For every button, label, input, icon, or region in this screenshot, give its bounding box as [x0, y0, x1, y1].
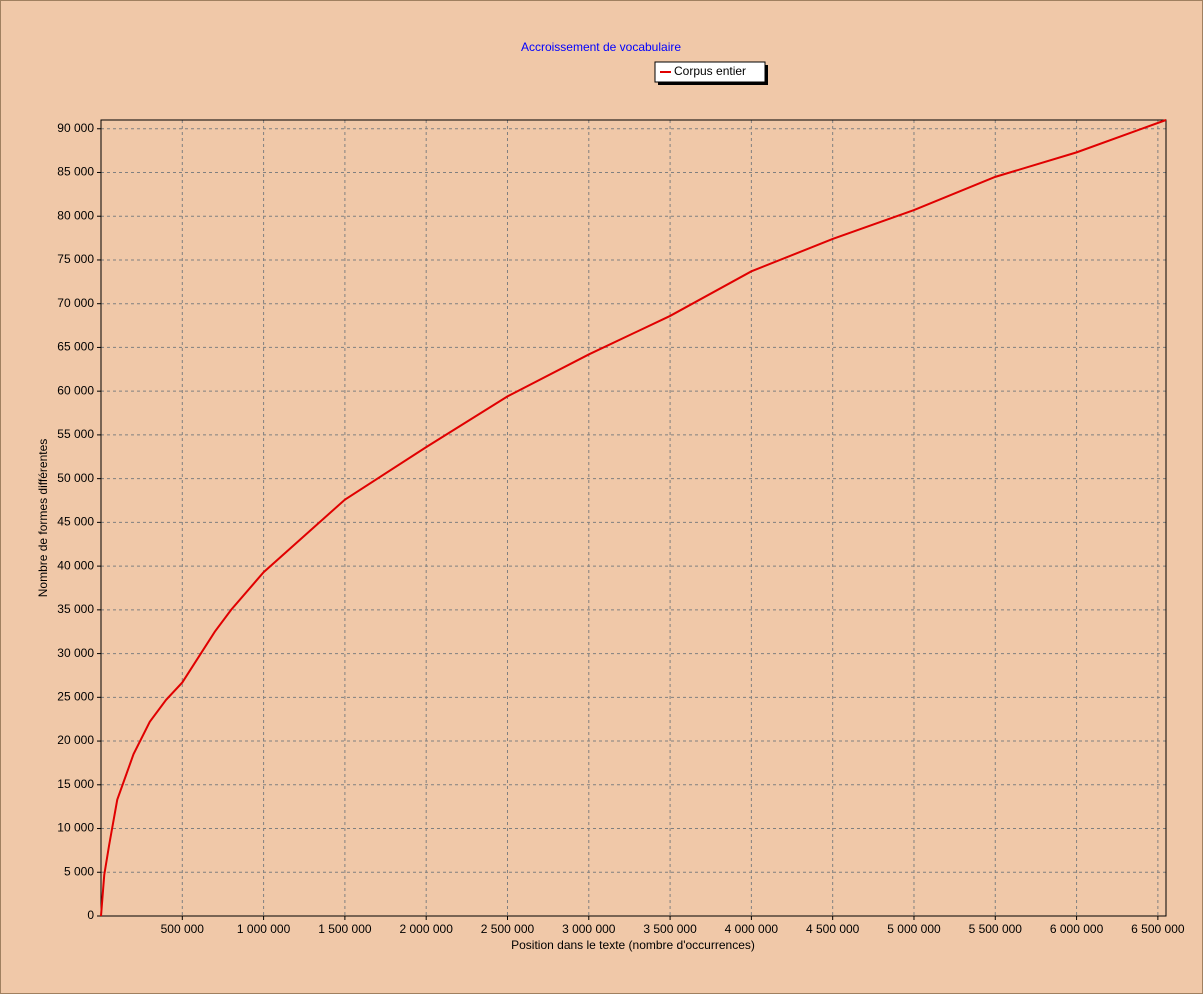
x-tick-label: 3 000 000	[562, 922, 616, 936]
y-tick-label: 35 000	[57, 602, 94, 616]
y-tick-label: 55 000	[57, 427, 94, 441]
y-tick-label: 70 000	[57, 296, 94, 310]
y-tick-label: 45 000	[57, 515, 94, 529]
y-tick-label: 25 000	[57, 689, 94, 703]
y-tick-label: 30 000	[57, 646, 94, 660]
x-tick-label: 1 000 000	[237, 922, 291, 936]
x-tick-label: 6 000 000	[1050, 922, 1104, 936]
y-tick-label: 5 000	[64, 864, 94, 878]
y-tick-label: 15 000	[57, 777, 94, 791]
x-tick-label: 4 500 000	[806, 922, 860, 936]
y-tick-label: 20 000	[57, 733, 94, 747]
y-tick-label: 80 000	[57, 208, 94, 222]
legend-label: Corpus entier	[674, 64, 746, 78]
series-line	[100, 119, 1167, 917]
x-tick-label: 5 500 000	[969, 922, 1023, 936]
x-tick-label: 6 500 000	[1131, 922, 1185, 936]
plot-frame	[100, 119, 1167, 917]
y-tick-label: 85 000	[57, 165, 94, 179]
legend	[654, 61, 766, 83]
x-tick-label: 5 000 000	[887, 922, 941, 936]
y-tick-label: 65 000	[57, 340, 94, 354]
y-tick-label: 90 000	[57, 121, 94, 135]
y-tick-label: 40 000	[57, 558, 94, 572]
y-tick-label: 60 000	[57, 383, 94, 397]
x-tick-label: 2 500 000	[481, 922, 535, 936]
x-tick-label: 1 500 000	[318, 922, 372, 936]
y-tick-label: 10 000	[57, 821, 94, 835]
x-tick-label: 500 000	[161, 922, 205, 936]
y-tick-label: 75 000	[57, 252, 94, 266]
x-tick-label: 2 000 000	[399, 922, 453, 936]
y-axis-label: Nombre de formes différentes	[36, 439, 50, 598]
y-tick-label: 0	[87, 908, 94, 922]
x-tick-label: 3 500 000	[643, 922, 697, 936]
chart-title: Accroissement de vocabulaire	[521, 40, 681, 54]
x-tick-label: 4 000 000	[725, 922, 779, 936]
y-tick-label: 50 000	[57, 471, 94, 485]
x-axis-label: Position dans le texte (nombre d'occurre…	[511, 938, 755, 952]
